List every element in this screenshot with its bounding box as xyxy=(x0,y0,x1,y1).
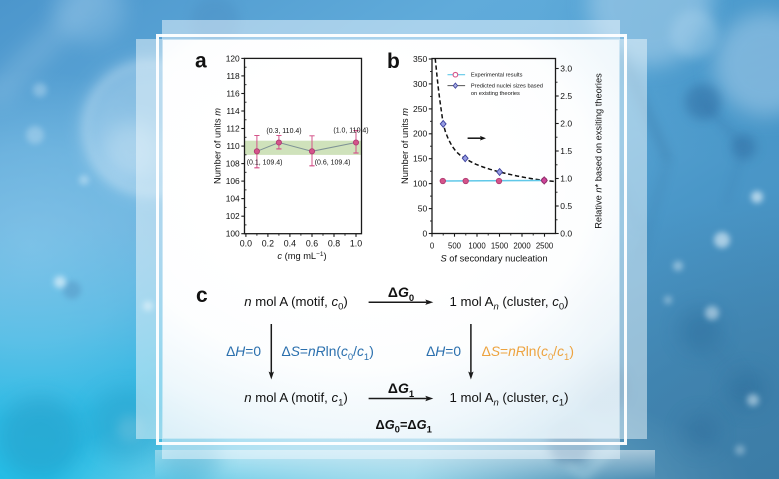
svg-text:Number of units m: Number of units m xyxy=(400,108,410,184)
svg-text:250: 250 xyxy=(413,104,427,114)
svg-text:106: 106 xyxy=(226,176,240,186)
svg-text:0.8: 0.8 xyxy=(328,239,340,249)
svg-text:2000: 2000 xyxy=(513,242,531,251)
svg-text:c: c xyxy=(196,284,208,307)
svg-text:100: 100 xyxy=(226,229,240,239)
svg-text:0: 0 xyxy=(430,242,435,251)
svg-text:(1.0, 110.4): (1.0, 110.4) xyxy=(333,128,368,135)
svg-text:(0.3, 110.4): (0.3, 110.4) xyxy=(266,128,301,135)
svg-text:b: b xyxy=(387,50,400,73)
svg-text:Predicted nuclei sizes based: Predicted nuclei sizes based xyxy=(471,84,543,90)
svg-text:300: 300 xyxy=(413,79,427,89)
svg-text:0.2: 0.2 xyxy=(262,239,274,249)
svg-text:108: 108 xyxy=(226,159,240,169)
svg-text:a: a xyxy=(195,50,207,73)
svg-text:0.4: 0.4 xyxy=(284,239,296,249)
svg-text:150: 150 xyxy=(413,154,427,164)
svg-text:(0.1, 109.4): (0.1, 109.4) xyxy=(247,160,283,167)
svg-text:0.0: 0.0 xyxy=(240,239,252,249)
svg-text:0.6: 0.6 xyxy=(306,239,318,249)
svg-text:S of secondary nucleation: S of secondary nucleation xyxy=(441,254,548,264)
svg-text:2500: 2500 xyxy=(536,242,554,251)
svg-text:1000: 1000 xyxy=(468,242,486,251)
svg-text:114: 114 xyxy=(226,106,240,116)
svg-text:on existing theories: on existing theories xyxy=(471,91,520,97)
svg-text:350: 350 xyxy=(413,54,427,64)
svg-text:0: 0 xyxy=(422,228,427,238)
svg-text:110: 110 xyxy=(226,141,240,151)
svg-text:200: 200 xyxy=(413,129,427,139)
svg-text:112: 112 xyxy=(226,123,240,133)
svg-text:102: 102 xyxy=(226,211,240,221)
svg-text:104: 104 xyxy=(226,194,240,204)
svg-text:0.5: 0.5 xyxy=(560,201,572,211)
svg-text:50: 50 xyxy=(418,204,428,214)
svg-text:116: 116 xyxy=(226,88,240,98)
svg-text:1.0: 1.0 xyxy=(560,173,572,183)
svg-text:(0.6, 109.4): (0.6, 109.4) xyxy=(315,160,351,167)
svg-text:Number of units m: Number of units m xyxy=(213,108,223,184)
svg-text:2.0: 2.0 xyxy=(560,118,572,128)
svg-text:0.0: 0.0 xyxy=(560,228,572,238)
svg-text:Experimental results: Experimental results xyxy=(471,73,523,79)
svg-text:1500: 1500 xyxy=(491,242,509,251)
svg-text:1.0: 1.0 xyxy=(350,239,362,249)
svg-text:2.5: 2.5 xyxy=(560,91,572,101)
svg-text:500: 500 xyxy=(448,242,462,251)
svg-text:c (mg mL−1): c (mg mL−1) xyxy=(277,251,326,261)
svg-text:3.0: 3.0 xyxy=(560,63,572,73)
svg-text:1.5: 1.5 xyxy=(560,146,572,156)
svg-text:Relative n* based on exsiting: Relative n* based on exsiting theories xyxy=(594,73,604,229)
svg-text:118: 118 xyxy=(226,71,240,81)
svg-text:120: 120 xyxy=(226,53,240,63)
svg-text:100: 100 xyxy=(413,179,427,189)
